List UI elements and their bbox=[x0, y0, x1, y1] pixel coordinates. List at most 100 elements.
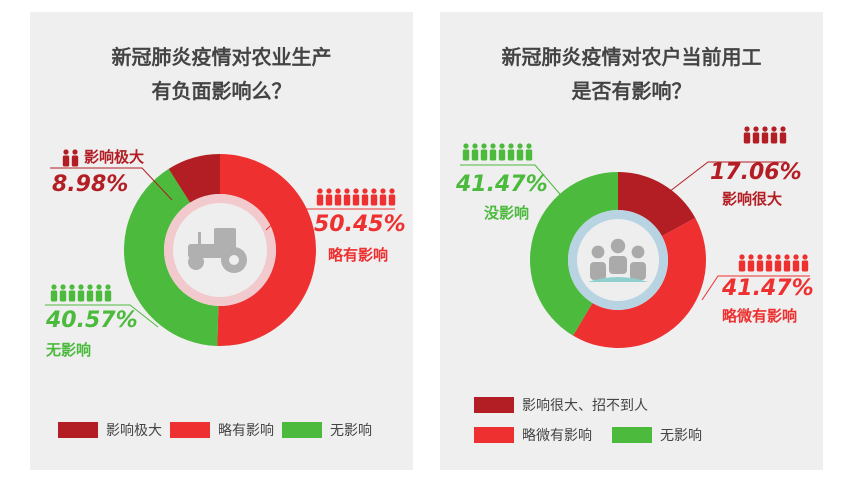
person-body bbox=[774, 260, 782, 272]
legend-label: 影响极大 bbox=[106, 423, 162, 439]
person-body bbox=[770, 132, 778, 144]
person-icon bbox=[748, 254, 754, 260]
label-category: 影响极大 bbox=[84, 148, 145, 166]
legend-label: 略微有影响 bbox=[522, 428, 592, 444]
person-body bbox=[738, 260, 746, 272]
person-body bbox=[59, 290, 67, 302]
person-body bbox=[747, 260, 755, 272]
donut-slice bbox=[217, 154, 317, 346]
legend-label: 略有影响 bbox=[218, 423, 274, 439]
label-category: 略有影响 bbox=[328, 246, 389, 264]
person-icon bbox=[362, 188, 368, 194]
person-icon bbox=[739, 254, 745, 260]
person-icon bbox=[371, 188, 377, 194]
donut-chart bbox=[530, 172, 706, 348]
person-icon bbox=[757, 254, 763, 260]
legend-swatch bbox=[170, 422, 210, 438]
person-body bbox=[516, 149, 524, 161]
leader-lines bbox=[45, 167, 395, 328]
person-icon bbox=[526, 143, 532, 149]
person-body bbox=[71, 155, 79, 167]
chart-title: 新冠肺炎疫情对农户当前用工 是否有影响？ bbox=[440, 40, 823, 108]
title-line-2: 有负面影响么？ bbox=[151, 79, 292, 103]
person-body bbox=[77, 290, 85, 302]
donut-chart bbox=[124, 154, 317, 346]
legend-item: 略微有影响 bbox=[474, 425, 592, 445]
legend-item: 略有影响 bbox=[170, 420, 274, 440]
person-body bbox=[525, 149, 533, 161]
title-line-2: 是否有影响？ bbox=[571, 79, 692, 103]
person-icon bbox=[802, 254, 808, 260]
legend-item: 无影响 bbox=[612, 425, 702, 445]
legend-item: 影响很大、招不到人 bbox=[474, 395, 648, 415]
person-icon bbox=[775, 254, 781, 260]
person-body bbox=[779, 132, 787, 144]
person-icon bbox=[87, 284, 93, 290]
person-icon bbox=[317, 188, 323, 194]
person-body bbox=[743, 132, 751, 144]
person-icon bbox=[517, 143, 523, 149]
title-line-1: 新冠肺炎疫情对农业生产 bbox=[111, 45, 332, 69]
legend-swatch bbox=[282, 422, 322, 438]
donut-slice bbox=[618, 172, 696, 237]
person-body bbox=[325, 194, 333, 206]
legend-item: 影响极大 bbox=[58, 420, 162, 440]
person-body bbox=[334, 194, 342, 206]
legend-swatch bbox=[474, 427, 514, 443]
legend-label: 影响很大、招不到人 bbox=[522, 398, 648, 414]
label-category: 无影响 bbox=[46, 341, 92, 359]
tractor-icon bbox=[188, 228, 247, 273]
person-body bbox=[104, 290, 112, 302]
person-body bbox=[792, 260, 800, 272]
person-icon bbox=[69, 284, 75, 290]
person-icon bbox=[380, 188, 386, 194]
person-body bbox=[388, 194, 396, 206]
people-icon bbox=[738, 254, 809, 272]
title-line-1: 新冠肺炎疫情对农户当前用工 bbox=[501, 45, 762, 69]
person-icon bbox=[753, 126, 759, 132]
legend-label: 无影响 bbox=[330, 423, 372, 439]
person-body bbox=[752, 132, 760, 144]
person-body bbox=[95, 290, 103, 302]
chart-panel-agriculture: 新冠肺炎疫情对农业生产 有负面影响么？ 影响极大 8.98% 50.45% 略有… bbox=[30, 12, 413, 470]
person-body bbox=[471, 149, 479, 161]
person-icon bbox=[490, 143, 496, 149]
person-body bbox=[783, 260, 791, 272]
chart-panel-employment: 新冠肺炎疫情对农户当前用工 是否有影响？ 41.47% 没影响 17.06% 影… bbox=[440, 12, 823, 470]
legend-swatch bbox=[58, 422, 98, 438]
person-icon bbox=[63, 149, 69, 155]
label-percent: 40.57% bbox=[46, 308, 138, 333]
person-body bbox=[343, 194, 351, 206]
person-body bbox=[361, 194, 369, 206]
people-icon bbox=[462, 143, 533, 161]
legend-label: 无影响 bbox=[660, 428, 702, 444]
person-icon bbox=[499, 143, 505, 149]
people-icon bbox=[743, 126, 787, 144]
person-icon bbox=[771, 126, 777, 132]
person-icon bbox=[105, 284, 111, 290]
people-icon bbox=[50, 284, 112, 302]
donut-slice bbox=[124, 168, 219, 346]
legend-swatch bbox=[612, 427, 652, 443]
person-body bbox=[462, 149, 470, 161]
donut-slice bbox=[530, 172, 618, 336]
label-percent: 17.06% bbox=[710, 160, 802, 185]
person-icon bbox=[762, 126, 768, 132]
legend-swatch bbox=[474, 397, 514, 413]
person-icon bbox=[335, 188, 341, 194]
person-icon bbox=[766, 254, 772, 260]
chart-title: 新冠肺炎疫情对农业生产 有负面影响么？ bbox=[30, 40, 413, 108]
person-icon bbox=[780, 126, 786, 132]
person-icon bbox=[481, 143, 487, 149]
donut-slice bbox=[168, 154, 220, 203]
person-icon bbox=[51, 284, 57, 290]
person-icon bbox=[96, 284, 102, 290]
donut-slice bbox=[573, 217, 706, 348]
person-body bbox=[765, 260, 773, 272]
label-category: 没影响 bbox=[484, 204, 530, 222]
person-icon bbox=[72, 149, 78, 155]
person-body bbox=[86, 290, 94, 302]
meeting-people-icon bbox=[588, 238, 648, 282]
person-body bbox=[761, 132, 769, 144]
person-body bbox=[498, 149, 506, 161]
